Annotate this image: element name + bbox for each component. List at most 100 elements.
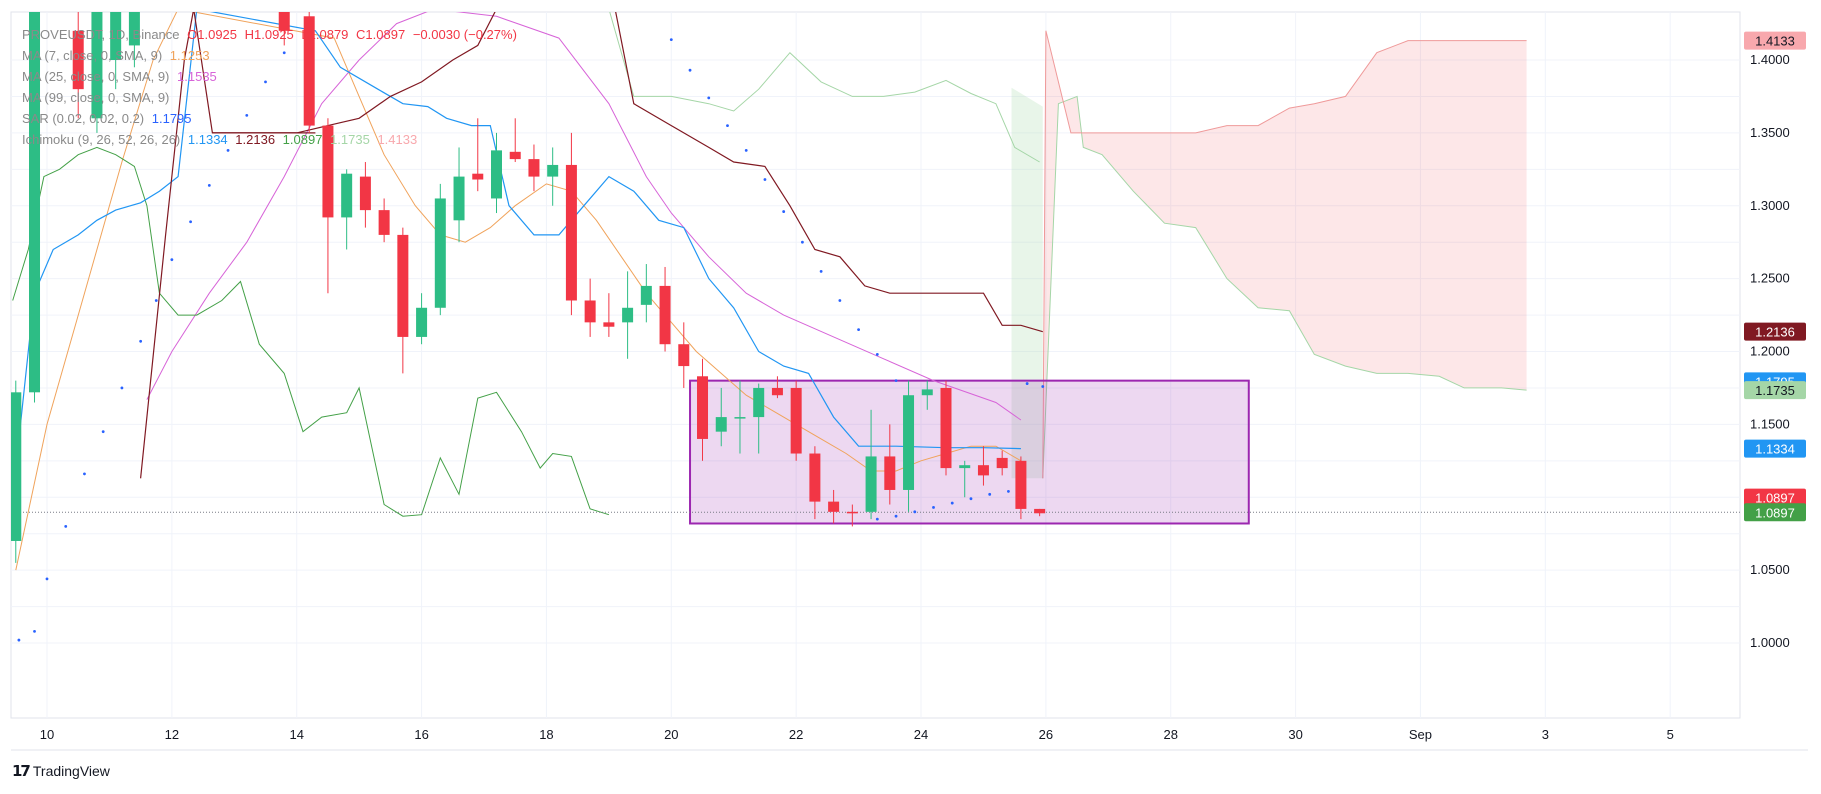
sar-dot [139,339,143,343]
y-tick-label: 1.1500 [1750,416,1790,431]
sar-dot [763,178,767,181]
candle-body [1015,460,1027,509]
plot-frame [10,11,1741,719]
candle-body [72,30,84,90]
candle-body [91,12,103,119]
candle-body [416,307,428,337]
candle [903,380,915,512]
sar-dot [669,38,673,41]
symbol-name: PROVEUSDT, 1D, Binance [22,27,180,42]
price-tag: 1.0897 [1744,503,1806,522]
sar-dot [1007,490,1010,493]
sar-value: 1.1795 [151,111,192,126]
price-tag-bg [1744,322,1806,341]
sar-name: SAR (0.02, 0.02, 0.2) [22,111,145,126]
candle-body [640,285,652,305]
candle-body [734,417,746,419]
sar-dot [170,258,174,262]
candle-body [359,176,371,211]
x-tick-label: 18 [539,727,553,742]
candle [528,144,540,192]
candle [278,12,290,46]
candle [565,132,577,316]
candle-body [29,12,41,393]
candle-body [434,198,446,308]
legend-ichimoku[interactable]: Ichimoku (9, 26, 52, 26, 26) 1.1334 1.21… [22,129,517,150]
sar-dot [988,492,992,496]
legend-ma99[interactable]: MA (99, close, 0, SMA, 9) [22,87,517,108]
candle [110,12,122,90]
sar-dot [782,210,786,213]
sar-dot [1041,385,1045,388]
candle [359,162,371,228]
legend-ma25[interactable]: MA (25, close, 0, SMA, 9) 1.1535 [22,66,517,87]
candle-body [790,387,802,454]
sar-dot [189,220,192,224]
ma25-name: MA (25, close, 0, SMA, 9) [22,69,170,84]
candles [11,12,1046,563]
candle [940,380,952,476]
sar-dot [875,353,879,356]
y-tick-label: 1.2000 [1750,344,1790,359]
ichimoku-lead-b-value: 1.4133 [377,132,418,147]
tradingview-brand[interactable]: 17 TradingView [12,762,110,780]
sar-dot [838,299,842,302]
candle-body [622,307,634,323]
sar-dot [894,514,898,518]
candle [865,409,877,520]
sar-dot [83,472,86,476]
sar-dots [17,38,1045,642]
candle [397,227,409,374]
candle-body [128,12,140,46]
x-tick-label: 28 [1164,727,1178,742]
price-tag-label: 1.0897 [1755,505,1795,520]
open-value: O1.0925 [187,27,238,42]
x-tick-label: 26 [1039,727,1053,742]
candle-body [697,376,709,439]
sar-dot [801,240,804,244]
legend-sar[interactable]: SAR (0.02, 0.02, 0.2) 1.1795 [22,108,517,129]
candle [809,446,821,520]
y-tick-label: 1.0000 [1750,635,1790,650]
lead-a-past-line [609,12,1040,163]
candle [490,132,502,214]
legend-ma7[interactable]: MA (7, close, 0, SMA, 9) 1.1253 [22,45,517,66]
candle [771,376,783,399]
lead-a-line [1042,95,1527,479]
candle [341,169,353,250]
candle [322,118,334,294]
x-tick-label: 14 [289,727,303,742]
sar-dot [857,328,860,332]
candle [977,446,989,486]
price-tag: 1.1334 [1744,439,1806,458]
y-tick-label: 1.3500 [1750,125,1790,140]
candle [996,450,1008,476]
ichimoku-kijun-value: 1.2136 [235,132,276,147]
candle [622,271,634,359]
candle [1034,508,1046,517]
candle-body [341,173,353,218]
sar-dot [17,638,21,642]
candle [921,380,933,410]
lead-b-line [1042,30,1527,479]
sar-dot [245,113,249,117]
x-tick-label: 5 [1667,727,1674,742]
price-tag-bg [1744,503,1806,522]
high-value: H1.0925 [244,27,294,42]
candle [547,147,559,206]
range-box[interactable] [689,379,1250,525]
candle-body [547,164,559,177]
candle-body [397,234,409,337]
candle-body [921,389,933,396]
candle [659,266,671,352]
legend-main[interactable]: PROVEUSDT, 1D, Binance O1.0925 H1.0925 L… [22,24,517,45]
range-rectangle[interactable] [689,379,1250,525]
candle-body [996,457,1008,469]
lagging-span-line [12,146,610,517]
candle [1015,456,1027,520]
candle-body [903,395,915,490]
candle-body [959,465,971,469]
sar-dot [726,124,729,127]
x-tick-label: 22 [789,727,803,742]
